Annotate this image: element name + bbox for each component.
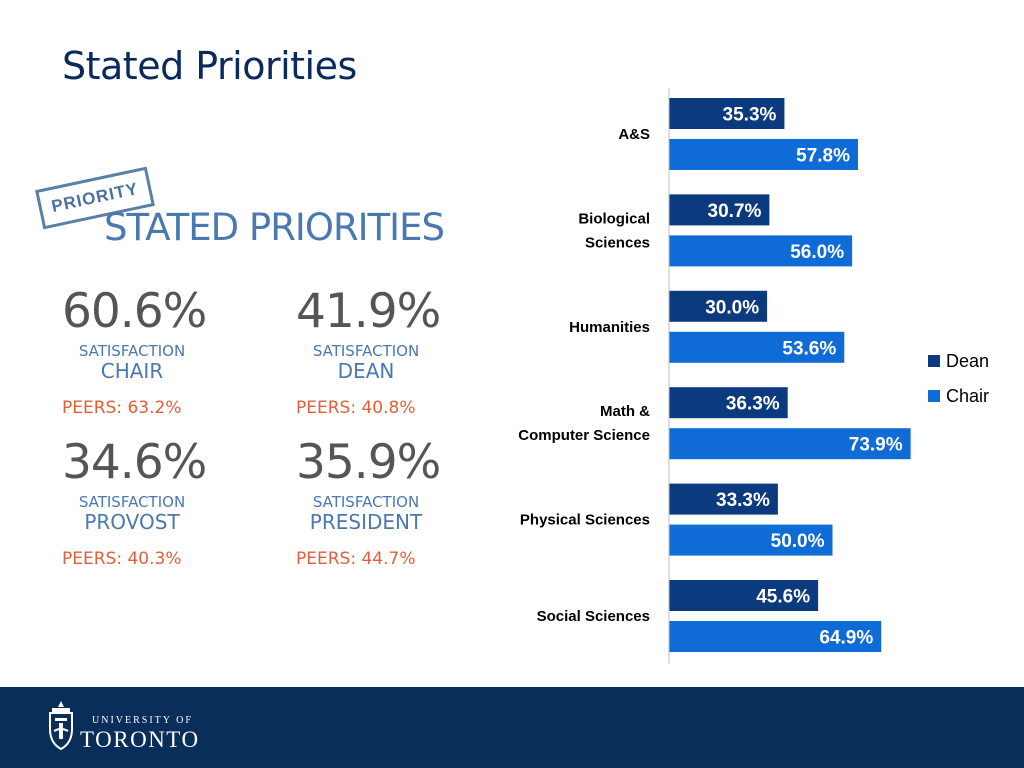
university-crest-icon: [49, 701, 73, 751]
category-label: Humanities: [569, 319, 650, 336]
stat-label: SATISFACTION: [78, 342, 186, 360]
bar-dean: [669, 483, 778, 515]
footer-university-of: UNIVERSITY OF: [92, 715, 193, 726]
bar-dean: [669, 98, 785, 129]
bar-dean: [669, 290, 768, 322]
bar-chair: [669, 428, 911, 460]
stat-peers: PEERS: 44.7%: [296, 549, 416, 569]
category-label: Physical Sciences: [520, 512, 650, 529]
stat-dean: 41.9% SATISFACTION DEAN PEERS: 40.8%: [296, 284, 496, 419]
stat-peers: PEERS: 63.2%: [62, 398, 182, 418]
stat-value: 35.9%: [296, 435, 441, 490]
bar-chair: [669, 621, 882, 652]
bar-value-label: 50.0%: [771, 531, 825, 552]
bar-value-label: 57.8%: [796, 146, 850, 167]
footer-toronto: TORONTO: [80, 727, 200, 752]
stat-role: PROVOST: [84, 510, 180, 534]
bar-chair: [669, 331, 845, 363]
stat-provost: 34.6% SATISFACTION PROVOST PEERS: 40.3%: [62, 435, 262, 570]
bar-value-label: 30.7%: [708, 201, 762, 222]
legend-label-dean: Dean: [946, 350, 990, 371]
bar-value-label: 64.9%: [819, 628, 873, 649]
bar-chair: [669, 235, 853, 267]
stat-president: 35.9% SATISFACTION PRESIDENT PEERS: 44.7…: [296, 435, 496, 570]
stat-role: PRESIDENT: [309, 510, 423, 534]
bar-dean: [669, 387, 788, 419]
legend-swatch-dean: [928, 355, 940, 367]
stat-value: 34.6%: [62, 435, 207, 490]
legend-swatch-chair: [928, 390, 940, 402]
bar-chart: 35.3% 57.8% A&S 30.7% 56.0% Biological Science…: [518, 88, 911, 664]
legend-label-chair: Chair: [946, 385, 990, 406]
category-label: A&S: [618, 126, 650, 143]
bar-value-label: 33.3%: [716, 490, 770, 511]
bar-chair: [669, 524, 833, 556]
legend-item-dean: Dean: [928, 349, 989, 373]
stat-peers: PEERS: 40.8%: [296, 398, 416, 418]
stat-role: DEAN: [337, 359, 395, 383]
bar-value-label: 35.3%: [723, 105, 777, 126]
infographic-title: STATED PRIORITIES: [104, 206, 445, 249]
bar-dean: [669, 580, 819, 611]
bar-value-label: 73.9%: [849, 435, 903, 456]
bar-dean: [669, 194, 770, 226]
bar-chair: [669, 139, 859, 170]
stat-value: 41.9%: [296, 284, 441, 339]
bar-value-label: 53.6%: [782, 338, 836, 359]
stat-role: CHAIR: [100, 359, 164, 383]
bar-value-label: 36.3%: [726, 394, 780, 415]
stat-label: SATISFACTION: [312, 493, 420, 511]
chart-legend: Dean Chair: [928, 349, 989, 419]
legend-item-chair: Chair: [928, 384, 989, 408]
stat-value: 60.6%: [62, 284, 207, 339]
bar-value-label: 56.0%: [790, 242, 844, 263]
footer-bar: UNIVERSITY OF TORONTO: [0, 687, 1024, 768]
slide-title: Stated Priorities: [62, 44, 357, 88]
bar-value-label: 30.0%: [705, 297, 759, 318]
stat-peers: PEERS: 40.3%: [62, 549, 182, 569]
stat-chair: 60.6% SATISFACTION CHAIR PEERS: 63.2%: [62, 284, 262, 419]
category-label: Math & Computer Science: [518, 403, 650, 444]
category-label: Biological Sciences: [578, 210, 650, 251]
category-label: Social Sciences: [537, 608, 650, 625]
bar-value-label: 45.6%: [756, 587, 810, 608]
stat-label: SATISFACTION: [312, 342, 420, 360]
stat-label: SATISFACTION: [78, 493, 186, 511]
